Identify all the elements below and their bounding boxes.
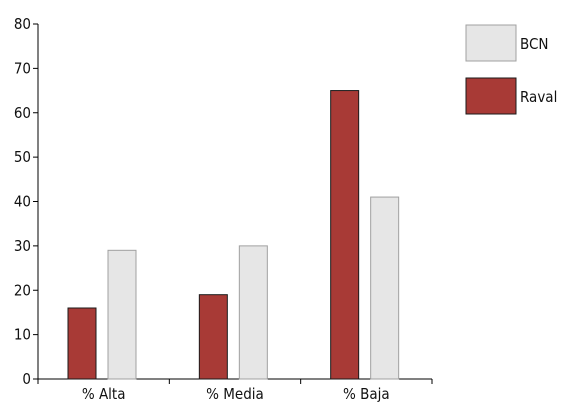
- bars: [67, 90, 400, 380]
- x-category-label: % Alta: [82, 385, 126, 403]
- x-category-label: % Media: [206, 385, 264, 403]
- bar-bcn-1: [107, 249, 137, 380]
- y-tick-label: 40: [14, 193, 31, 211]
- y-tick-label: 0: [22, 370, 31, 388]
- bar-raval-3: [330, 90, 360, 380]
- legend-label-bcn: BCN: [520, 35, 549, 53]
- y-axis: 0 10 20 30 40 50 60 70 80: [14, 15, 39, 388]
- legend: BCN Raval: [465, 24, 557, 115]
- y-tick-label: 20: [14, 281, 31, 299]
- y-tick-label: 70: [14, 59, 31, 77]
- y-tick-label: 50: [14, 148, 31, 166]
- y-tick-label: 60: [14, 104, 31, 122]
- y-tick-label: 30: [14, 237, 31, 255]
- bar-raval-1: [67, 307, 97, 380]
- y-tick-label: 10: [14, 326, 31, 344]
- bar-bcn-3: [370, 196, 400, 380]
- legend-swatch-raval: [465, 77, 517, 115]
- bar-bcn-2: [238, 245, 268, 380]
- legend-swatch-bcn: [465, 24, 517, 62]
- x-category-label: % Baja: [343, 385, 390, 403]
- bar-raval-2: [198, 294, 228, 380]
- legend-label-raval: Raval: [520, 88, 557, 106]
- x-axis: % Alta % Media % Baja: [37, 378, 433, 403]
- y-tick-label: 80: [14, 15, 31, 33]
